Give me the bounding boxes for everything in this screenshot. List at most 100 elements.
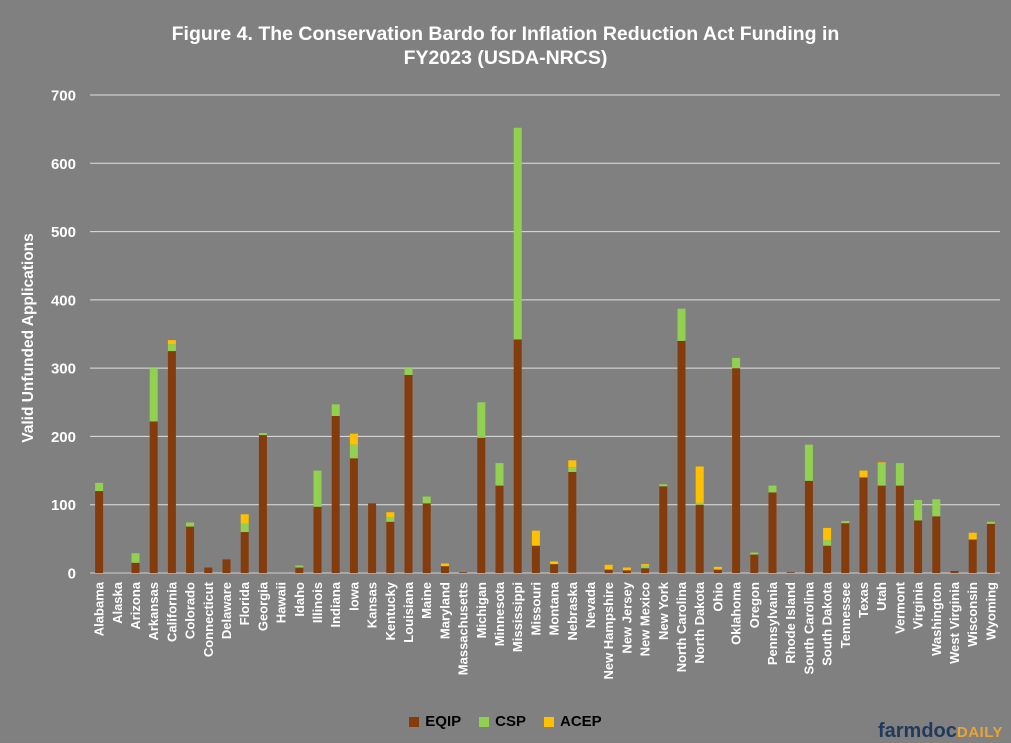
x-tick-label: Wisconsin bbox=[965, 582, 980, 647]
legend-swatch-csp bbox=[479, 716, 490, 727]
bar-eqip bbox=[841, 523, 850, 573]
bar-acep bbox=[349, 433, 358, 445]
bar-eqip bbox=[768, 492, 777, 573]
x-tick-label: California bbox=[164, 581, 179, 642]
legend-label-acep: ACEP bbox=[560, 713, 602, 730]
bar-eqip bbox=[659, 486, 668, 573]
bar-csp bbox=[258, 433, 267, 436]
bar-csp bbox=[804, 444, 813, 481]
legend: EQIP CSP ACEP bbox=[0, 713, 1011, 730]
bar-csp bbox=[331, 404, 340, 416]
bar-eqip bbox=[240, 532, 249, 573]
x-tick-label: Iowa bbox=[346, 581, 361, 611]
bar-acep bbox=[440, 563, 449, 567]
x-tick-label: Connecticut bbox=[201, 581, 216, 657]
y-tick-label: 200 bbox=[51, 429, 76, 446]
bar-csp bbox=[914, 499, 923, 521]
chart-title: Figure 4. The Conservation Bardo for Inf… bbox=[0, 22, 1011, 70]
x-tick-label: Missouri bbox=[528, 582, 543, 635]
bar-csp bbox=[895, 463, 904, 486]
x-tick-label: Hawaii bbox=[274, 582, 289, 623]
bar-eqip bbox=[786, 572, 795, 573]
x-tick-label: Utah bbox=[874, 582, 889, 611]
x-tick-label: Nevada bbox=[583, 581, 598, 628]
bar-csp bbox=[659, 484, 668, 487]
bar-eqip bbox=[131, 562, 140, 573]
bar-eqip bbox=[677, 340, 686, 573]
bar-eqip bbox=[877, 485, 886, 573]
x-tick-label: Mississippi bbox=[510, 582, 525, 652]
bar-eqip bbox=[732, 368, 741, 573]
bar-eqip bbox=[568, 471, 577, 573]
bar-eqip bbox=[422, 503, 431, 573]
legend-item-csp: CSP bbox=[479, 713, 526, 730]
bar-eqip bbox=[932, 516, 941, 573]
bar-eqip bbox=[495, 485, 504, 573]
bar-eqip bbox=[622, 570, 631, 573]
x-tick-label: Illinois bbox=[310, 582, 325, 623]
x-tick-label: New Mexico bbox=[638, 582, 653, 656]
bar-eqip bbox=[404, 374, 413, 573]
y-tick-label: 0 bbox=[68, 566, 76, 583]
x-tick-label: Alabama bbox=[92, 581, 107, 636]
bar-eqip bbox=[295, 567, 304, 573]
x-tick-label: Vermont bbox=[892, 581, 907, 634]
bar-acep bbox=[604, 564, 613, 570]
bar-eqip bbox=[331, 415, 340, 573]
bar-eqip bbox=[641, 568, 650, 573]
y-tick-label: 100 bbox=[51, 497, 76, 514]
x-tick-label: Nebraska bbox=[565, 581, 580, 640]
legend-swatch-acep bbox=[544, 716, 554, 727]
x-tick-label: Montana bbox=[547, 581, 562, 635]
x-tick-label: West Virginia bbox=[947, 581, 962, 664]
x-tick-label: New York bbox=[656, 581, 671, 640]
y-tick-label: 600 bbox=[51, 156, 76, 173]
bar-acep bbox=[695, 466, 704, 503]
x-tick-label: Colorado bbox=[183, 582, 198, 639]
bar-csp bbox=[495, 463, 504, 486]
bar-eqip bbox=[986, 523, 995, 573]
bar-csp bbox=[986, 521, 995, 524]
bar-eqip bbox=[695, 504, 704, 573]
y-tick-label: 500 bbox=[51, 224, 76, 241]
x-tick-label: New Hampshire bbox=[601, 582, 616, 680]
x-tick-label: Maine bbox=[419, 582, 434, 619]
x-tick-label: Michigan bbox=[474, 582, 489, 638]
bar-eqip bbox=[95, 491, 104, 573]
x-tick-label: South Carolina bbox=[801, 581, 816, 674]
x-tick-label: New Jersey bbox=[619, 581, 634, 653]
bar-eqip bbox=[859, 477, 868, 573]
x-tick-label: Idaho bbox=[292, 582, 307, 617]
bar-csp bbox=[732, 357, 741, 369]
bar-eqip bbox=[258, 435, 267, 573]
x-tick-label: Florida bbox=[237, 581, 252, 625]
bar-eqip bbox=[604, 569, 613, 573]
bar-acep bbox=[641, 564, 650, 566]
bar-csp bbox=[877, 463, 886, 486]
x-tick-label: Indiana bbox=[328, 581, 343, 627]
x-tick-label: Virginia bbox=[911, 581, 926, 629]
x-tick-label: Delaware bbox=[219, 582, 234, 639]
bar-csp bbox=[513, 127, 522, 340]
chart-title-line: Figure 4. The Conservation Bardo for Inf… bbox=[171, 23, 840, 45]
bar-eqip bbox=[186, 526, 195, 573]
bar-csp bbox=[768, 485, 777, 493]
bar-eqip bbox=[440, 566, 449, 573]
x-tick-label: Washington bbox=[929, 582, 944, 656]
y-tick-label: 400 bbox=[51, 292, 76, 309]
bar-csp bbox=[313, 470, 322, 507]
x-tick-label: Alaska bbox=[110, 581, 125, 624]
bar-csp bbox=[641, 565, 650, 569]
bar-eqip bbox=[804, 480, 813, 573]
bar-acep bbox=[859, 470, 868, 478]
bar-acep bbox=[622, 567, 631, 571]
chart-title-line: FY2023 (USDA-NRCS) bbox=[403, 47, 608, 69]
bar-eqip bbox=[895, 485, 904, 573]
bar-eqip bbox=[368, 503, 377, 573]
bar-acep bbox=[968, 532, 977, 540]
legend-label-eqip: EQIP bbox=[425, 713, 462, 730]
bar-eqip bbox=[477, 437, 486, 573]
bar-csp bbox=[95, 482, 104, 492]
